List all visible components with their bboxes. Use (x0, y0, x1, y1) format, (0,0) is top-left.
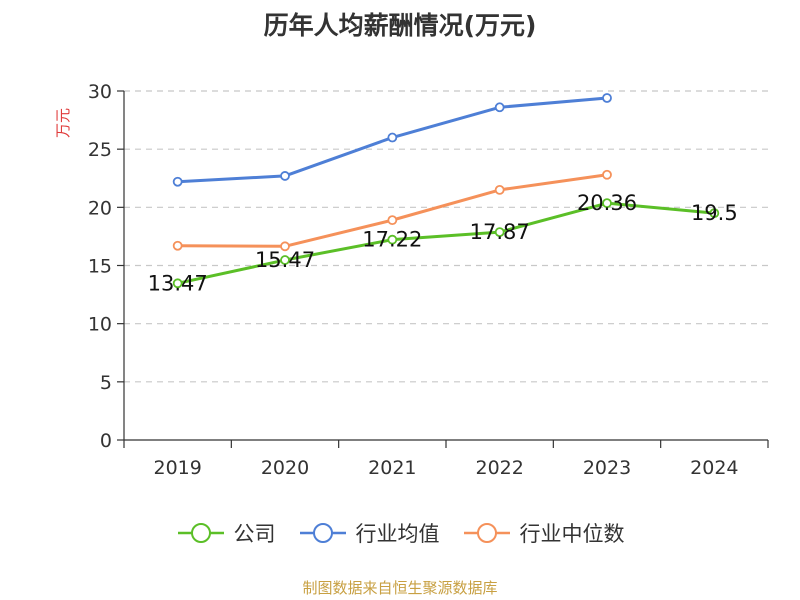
axes: 0 5 10 15 20 25 30 2019 2020 2021 2022 2023 2024 (88, 81, 769, 479)
data-point (494, 102, 505, 113)
data-point (602, 198, 612, 209)
data-point (280, 241, 290, 252)
data-point (709, 208, 720, 219)
gridlines (124, 90, 768, 383)
y-tick-label: 30 (88, 81, 112, 103)
data-point (280, 171, 290, 181)
x-tick-label: 2024 (690, 457, 738, 479)
data-labels: 13.47 15.47 17.22 17.87 20.36 19.5 (148, 191, 738, 295)
data-label: 17.22 (362, 228, 422, 252)
y-axis-label: 万元 (54, 108, 72, 138)
data-point (387, 215, 398, 226)
data-label: 13.47 (148, 271, 208, 295)
data-point (280, 255, 290, 265)
x-tick-label: 2023 (583, 457, 631, 479)
data-point (172, 240, 183, 251)
legend-item[interactable]: 公司 (176, 518, 276, 548)
legend-item[interactable]: 行业均值 (298, 518, 440, 548)
legend-label: 行业中位数 (519, 522, 625, 546)
data-point (387, 234, 398, 245)
x-tick-label: 2019 (153, 457, 201, 479)
data-point (172, 176, 183, 187)
legend-label: 行业均值 (355, 522, 440, 546)
chart-title: 历年人均薪酬情况(万元) (263, 11, 537, 40)
data-point (387, 132, 398, 143)
data-point (602, 93, 612, 103)
x-tick-label: 2021 (368, 457, 416, 479)
legend-swatch-marker (190, 523, 211, 543)
data-point (494, 227, 505, 238)
y-tick-label: 20 (88, 197, 112, 219)
data-label: 17.87 (470, 220, 530, 244)
y-tick-label: 25 (88, 139, 112, 161)
legend-swatch (463, 523, 510, 543)
legend-swatch (177, 523, 224, 543)
data-label: 19.5 (691, 201, 738, 225)
y-tick-label: 10 (88, 314, 112, 336)
x-tick-label: 2022 (475, 457, 523, 479)
legend-label: 公司 (233, 522, 276, 546)
legend-item[interactable]: 行业中位数 (462, 518, 625, 548)
data-point (602, 169, 612, 180)
legend-swatch-marker (476, 523, 497, 543)
series-line (177, 201, 715, 285)
legend-swatch (299, 523, 346, 543)
legend-swatch-marker (312, 523, 333, 543)
data-point (172, 278, 183, 289)
y-tick-label: 0 (100, 430, 112, 452)
legend: 公司 行业均值 行业中位数 (0, 518, 800, 548)
y-tick-label: 15 (88, 256, 112, 278)
series-lines (172, 93, 720, 289)
x-tick-label: 2020 (261, 457, 309, 479)
data-point (494, 184, 505, 195)
data-label: 15.47 (255, 248, 315, 272)
data-label: 20.36 (577, 191, 637, 215)
source-footer: 制图数据来自恒生聚源数据库 (302, 579, 498, 597)
y-tick-label: 5 (100, 372, 112, 394)
